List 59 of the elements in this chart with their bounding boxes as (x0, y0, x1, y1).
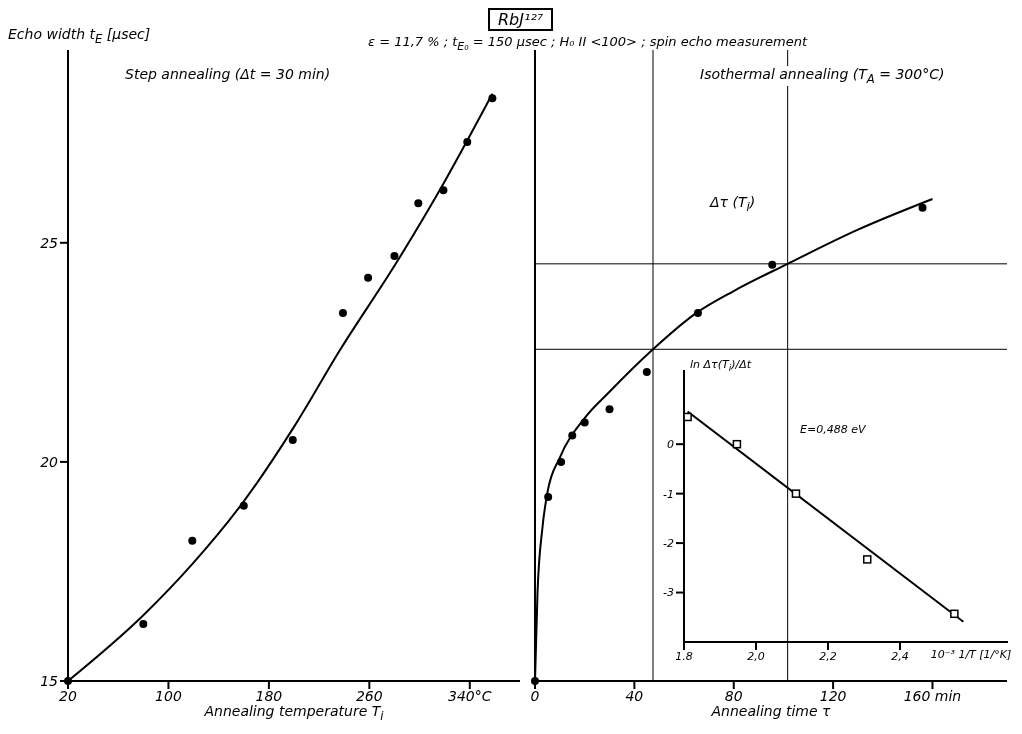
point (862, 555, 872, 564)
x-tick-label: 120 (819, 687, 847, 704)
annotation: Δτ (T$_{i}$) (708, 194, 758, 214)
x-tick-label: 20 (59, 687, 77, 704)
point (439, 186, 448, 195)
point (288, 435, 297, 444)
point (791, 489, 801, 498)
point (768, 260, 777, 269)
x-tick-label: 0 (530, 687, 540, 704)
y-tick-label: 15 (40, 672, 59, 689)
y-axis-title: Echo width t$_{E}$ [µsec] (8, 26, 151, 46)
x-tick-label: 2,2 (819, 649, 837, 663)
x-axis-title: Annealing time τ (710, 703, 832, 719)
annotation: Step annealing (Δt = 30 min) (123, 66, 333, 82)
point (950, 609, 959, 619)
point (364, 273, 373, 282)
y-tick-label: -3 (663, 586, 674, 600)
point (642, 368, 651, 377)
chart-title: RbJ¹²⁷ (488, 8, 554, 31)
x-tick-label: 2,4 (891, 649, 909, 663)
point (488, 94, 497, 103)
annotation: Isothermal annealing (T$_{A}$ = 300°C) (698, 66, 947, 86)
x-tick-label: 340°C (448, 687, 492, 704)
x-tick-label: 40 (625, 687, 644, 704)
point (188, 536, 197, 545)
point (139, 620, 148, 629)
y-tick-label: -2 (663, 537, 674, 550)
point (918, 203, 927, 212)
point (414, 199, 423, 208)
x-tick-label: 80 (724, 687, 743, 704)
point (390, 251, 399, 260)
point (64, 677, 72, 685)
point (463, 138, 472, 147)
point (338, 308, 347, 317)
point (683, 412, 692, 422)
x-tick-label: 160 min (903, 687, 962, 704)
x-tick-label: 1.8 (675, 649, 693, 663)
x-axis-title: 10⁻³ 1/T [1/°K] (929, 648, 1013, 661)
y-axis-title: ln Δτ(T$_{i}$)/Δt (690, 358, 752, 374)
x-axis-title: Annealing temperature T$_{i}$ (203, 703, 385, 723)
text: ε = 11,7 % ; t$_{E₀}$ = 150 µsec ; H₀ II <100> ; spin echo measurement (368, 34, 808, 53)
y-tick-label: 0 (667, 438, 674, 452)
annotation: E=0,488 eV (798, 423, 868, 436)
point (531, 677, 539, 685)
x-tick-label: 2,0 (747, 649, 765, 663)
point (544, 492, 553, 501)
x-tick-label: 180 (255, 687, 283, 704)
y-tick-label: -1 (663, 487, 674, 501)
point (580, 418, 589, 427)
point (605, 405, 614, 414)
y-tick-label: 20 (40, 453, 59, 470)
y-tick-label: 25 (40, 234, 59, 251)
point (568, 431, 577, 440)
point (693, 308, 702, 317)
point (239, 501, 248, 510)
x-tick-label: 260 (355, 687, 383, 704)
x-tick-label: 100 (155, 687, 182, 704)
point (557, 457, 566, 466)
point (732, 439, 742, 449)
